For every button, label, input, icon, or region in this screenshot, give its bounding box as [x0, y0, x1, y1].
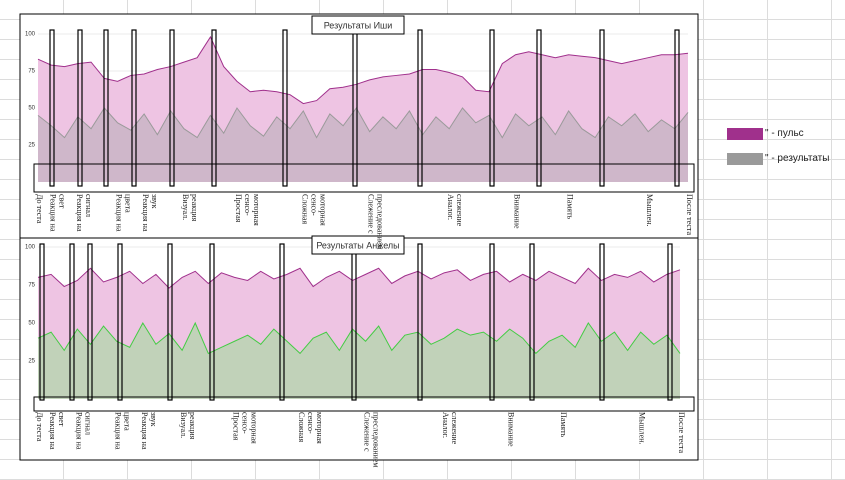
x-tick-label: После теста	[685, 194, 694, 236]
annotation-box	[279, 243, 285, 401]
chart-title: Результаты Иши	[324, 20, 393, 30]
annotation-box	[77, 29, 83, 187]
x-tick-label: Реакция на сигнал	[74, 194, 93, 232]
x-tick-label: Реакция на звук	[141, 194, 160, 232]
annotation-box	[167, 243, 173, 401]
x-tick-label: Сложная сенсо-моторная	[297, 412, 325, 444]
annotation-box	[282, 29, 288, 187]
x-tick-label: Реакция на цвета	[114, 194, 133, 232]
annotation-box	[169, 29, 175, 187]
title-box	[311, 235, 405, 255]
x-tick-label: До теста	[35, 412, 44, 442]
y-tick-label: 25	[28, 143, 35, 149]
annotation-box	[599, 243, 605, 401]
annotation-box	[117, 243, 123, 401]
annotation-box	[536, 29, 542, 187]
annotation-box	[489, 243, 495, 401]
x-tick-label: Реакция на цвета	[113, 412, 132, 450]
x-tick-label: Реакция на сигнал	[74, 412, 93, 450]
legend-label: " - пульс	[765, 128, 804, 139]
annotation-box	[131, 29, 137, 187]
annotation-box	[417, 243, 423, 401]
x-tick-label: Мышлен.	[645, 194, 655, 227]
x-tick-label: До теста	[35, 194, 44, 224]
annotation-box	[87, 243, 93, 401]
annotation-box	[674, 29, 680, 187]
y-tick-label: 50	[28, 106, 35, 112]
x-tick-label: Визуал. реакция	[179, 412, 198, 440]
y-tick-label: 25	[28, 359, 35, 365]
annotation-box	[69, 243, 75, 401]
x-tick-label: Визуал. реакция	[180, 194, 199, 222]
y-tick-label: 50	[28, 321, 35, 327]
title-box	[311, 15, 405, 35]
annotation-box	[103, 29, 109, 187]
line	[37, 267, 681, 289]
legend-swatch	[727, 128, 763, 140]
x-tick-label: Сложная сенсо-моторная	[300, 194, 328, 226]
label-box	[33, 396, 695, 412]
x-tick-label: Память	[565, 194, 575, 220]
x-tick-label: Простая сенсо-моторная	[233, 194, 261, 226]
x-tick-label: Аналог. слежение	[446, 194, 465, 227]
y-tick-label: 75	[28, 69, 35, 75]
annotation-box	[417, 29, 423, 187]
x-tick-label: Реакция на звук	[139, 412, 158, 450]
legend-swatch	[727, 153, 763, 165]
y-tick-label: 75	[28, 283, 35, 289]
chart-title: Результаты Анжелы	[316, 240, 399, 250]
x-tick-label: Реакция на свет	[48, 412, 67, 450]
y-tick-label: 100	[25, 245, 36, 251]
annotation-box	[39, 243, 45, 401]
annotation-box	[667, 243, 673, 401]
line	[37, 35, 689, 105]
annotation-box	[211, 29, 217, 187]
annotation-box	[489, 29, 495, 187]
x-tick-label: Аналог. слежение	[441, 412, 460, 445]
x-tick-label: Простая сенсо-моторная	[231, 412, 259, 444]
legend-label: " - результаты	[765, 153, 830, 164]
annotation-box	[49, 29, 55, 187]
annotation-box	[209, 243, 215, 401]
annotation-box	[599, 29, 605, 187]
x-tick-label: Слежение с преследованием	[366, 194, 385, 250]
x-tick-label: Внимание	[506, 412, 516, 447]
area	[38, 323, 680, 399]
x-tick-label: Память	[559, 412, 569, 438]
x-tick-label: После теста	[677, 412, 686, 454]
y-tick-label: 100	[25, 32, 36, 38]
annotation-box	[529, 243, 535, 401]
x-tick-label: Реакция на свет	[48, 194, 67, 232]
line	[37, 107, 689, 139]
x-tick-label: Мышлен.	[637, 412, 647, 445]
x-tick-label: Слежение с преследованием	[362, 412, 381, 468]
x-tick-label: Внимание	[512, 194, 522, 229]
line	[37, 321, 681, 355]
label-box	[33, 163, 695, 193]
